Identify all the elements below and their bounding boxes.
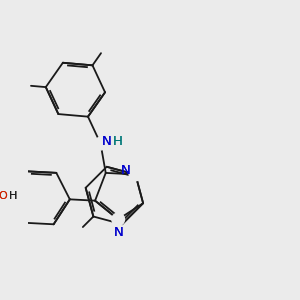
Text: O: O: [0, 190, 8, 200]
Text: H: H: [9, 190, 17, 200]
Text: H: H: [9, 190, 17, 200]
Text: H: H: [113, 135, 123, 148]
Text: N: N: [121, 164, 131, 178]
Text: N: N: [113, 226, 123, 239]
Text: N: N: [121, 164, 131, 178]
Circle shape: [129, 168, 142, 181]
Text: N: N: [102, 135, 112, 148]
Text: O: O: [0, 190, 8, 200]
Text: N: N: [102, 135, 112, 148]
Circle shape: [112, 213, 124, 226]
Text: H: H: [113, 135, 123, 148]
Text: N: N: [113, 226, 123, 239]
Circle shape: [6, 192, 15, 200]
Circle shape: [94, 137, 107, 150]
